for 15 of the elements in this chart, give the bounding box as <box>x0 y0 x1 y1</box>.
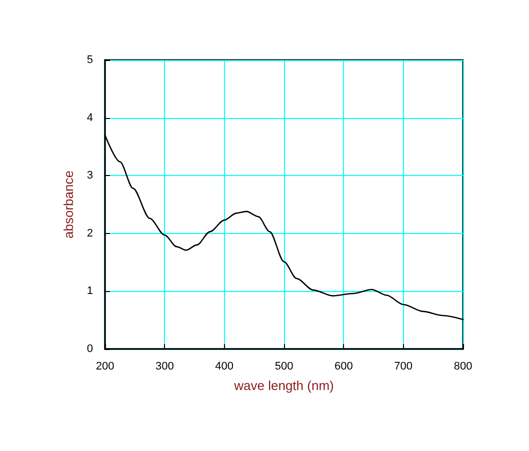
y-tick-label: 4 <box>86 112 93 124</box>
y-tick-label: 2 <box>86 227 93 240</box>
y-tick-label: 3 <box>86 170 93 182</box>
y-tick-label: 5 <box>86 54 93 66</box>
x-tick-label: 400 <box>215 360 234 372</box>
x-tick-label: 300 <box>155 360 174 372</box>
x-tick-label: 800 <box>454 360 472 372</box>
y-tick-label: 1 <box>86 285 93 298</box>
x-tick-label: 600 <box>334 360 353 372</box>
y-tick-label: 0 <box>86 343 93 355</box>
y-axis-title: absorbance <box>61 170 76 238</box>
x-axis-title: wave length (nm) <box>233 378 334 393</box>
x-tick-label: 500 <box>274 360 294 372</box>
x-tick-label: 200 <box>96 360 114 372</box>
x-tick-label: 700 <box>394 360 413 372</box>
